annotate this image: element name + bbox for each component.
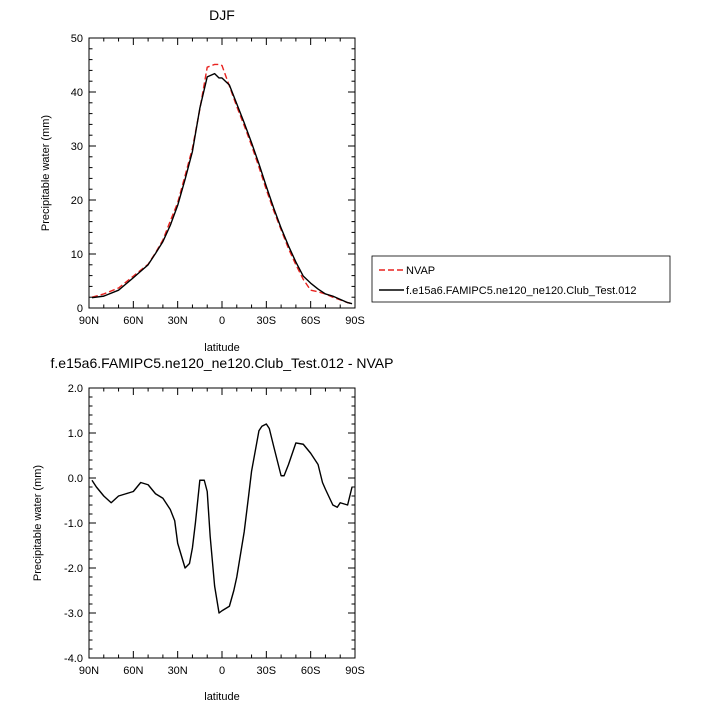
- y-tick-label: -2.0: [64, 563, 83, 575]
- y-tick-label: -1.0: [64, 518, 83, 530]
- x-tick-label: 30S: [257, 315, 277, 327]
- legend-label-nvap: NVAP: [406, 265, 435, 277]
- y-tick-label: 0.0: [68, 473, 83, 485]
- series-group: [91, 63, 353, 305]
- y-axis-label: Precipitable water (mm): [40, 115, 52, 231]
- y-tick-label: 1.0: [68, 428, 83, 440]
- legend: NVAP f.e15a6.FAMIPC5.ne120_ne120.Club_Te…: [371, 255, 671, 303]
- y-tick-label: 30: [71, 141, 83, 153]
- panel-djf-precipitable-water: DJF 90N 60N 30N 0 30S 60S 90S 0 10 20 30 40 50 latit…: [40, 7, 365, 354]
- x-tick-label: 30N: [168, 315, 188, 327]
- x-tick-label: 60N: [123, 665, 143, 677]
- x-tick-label: 30N: [168, 665, 188, 677]
- x-tick-label: 60N: [123, 315, 143, 327]
- x-tick-label: 90N: [79, 315, 99, 327]
- x-tick-label: 30S: [257, 665, 277, 677]
- plot-frame: [88, 387, 356, 659]
- chart-title-djf: DJF: [209, 7, 235, 23]
- x-tick-label: 60S: [301, 315, 321, 327]
- chart-title-difference: f.e15a6.FAMIPC5.ne120_ne120.Club_Test.01…: [51, 355, 394, 371]
- x-tick-label: 90N: [79, 665, 99, 677]
- y-tick-label: -3.0: [64, 608, 83, 620]
- tick-group: 90N 60N 30N 0 30S 60S 90S 0 10 20 30 40 50: [71, 33, 365, 327]
- x-tick-label: 90S: [345, 665, 365, 677]
- x-axis-label: latitude: [204, 691, 239, 703]
- y-tick-label: 0: [77, 303, 83, 315]
- series-line-f-e15a6-famipc5-ne120-ne120-club-test-012: [91, 72, 353, 305]
- panel-difference: f.e15a6.FAMIPC5.ne120_ne120.Club_Test.01…: [32, 355, 393, 703]
- y-tick-label: 2.0: [68, 383, 83, 395]
- legend-box: [371, 255, 671, 303]
- y-tick-label: -4.0: [64, 653, 83, 665]
- series-line-difference: [91, 423, 353, 614]
- y-tick-label: 40: [71, 87, 83, 99]
- x-tick-label: 0: [219, 665, 225, 677]
- x-tick-label: 90S: [345, 315, 365, 327]
- y-axis-label: Precipitable water (mm): [32, 465, 44, 581]
- y-tick-label: 10: [71, 249, 83, 261]
- tick-group: 90N 60N 30N 0 30S 60S 90S -4.0 -3.0 -2.0 -1.0 0.0 1.…: [64, 383, 365, 677]
- series-line-nvap: [91, 63, 353, 305]
- x-tick-label: 60S: [301, 665, 321, 677]
- series-group: [91, 423, 353, 614]
- legend-label-model: f.e15a6.FAMIPC5.ne120_ne120.Club_Test.01…: [406, 285, 637, 297]
- x-tick-label: 0: [219, 315, 225, 327]
- y-tick-label: 20: [71, 195, 83, 207]
- x-axis-label: latitude: [204, 342, 239, 354]
- y-tick-label: 50: [71, 33, 83, 45]
